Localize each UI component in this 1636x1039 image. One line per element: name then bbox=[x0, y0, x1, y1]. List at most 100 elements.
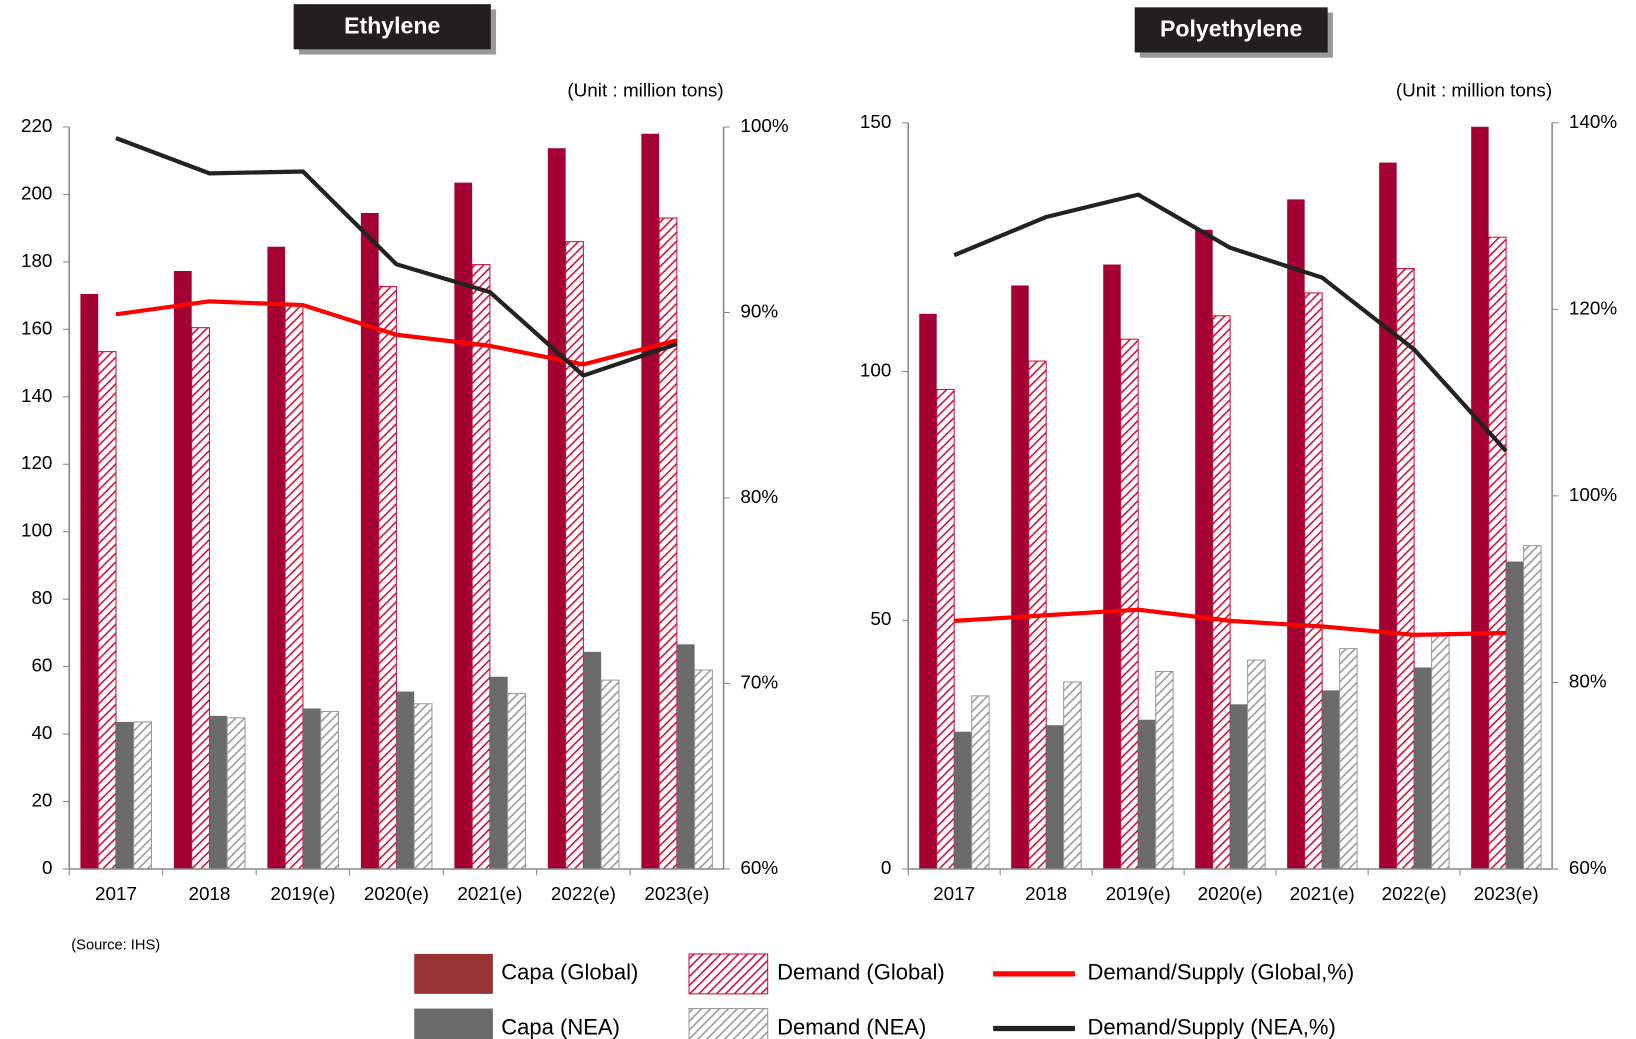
legend-label: Demand (NEA) bbox=[777, 1014, 926, 1039]
legend-label: Capa (Global) bbox=[501, 960, 638, 985]
x-tick-label: 2019(e) bbox=[270, 884, 335, 905]
bar bbox=[302, 708, 321, 869]
bar bbox=[936, 388, 955, 870]
y-tick-label: 40 bbox=[31, 723, 52, 744]
bar bbox=[320, 710, 339, 870]
y-tick-label: 100 bbox=[860, 361, 891, 382]
legend-swatch bbox=[688, 1008, 769, 1039]
y2-tick-label: 70% bbox=[740, 672, 778, 693]
bar bbox=[1195, 229, 1213, 869]
bar bbox=[173, 271, 192, 869]
title-box bbox=[293, 4, 491, 50]
bar bbox=[471, 264, 491, 870]
x-tick-label: 2019(e) bbox=[1106, 884, 1171, 905]
bar bbox=[454, 182, 473, 869]
bar bbox=[226, 717, 246, 870]
y-tick-label: 0 bbox=[881, 858, 891, 879]
bar bbox=[658, 217, 678, 870]
y-tick-label: 80 bbox=[31, 588, 52, 609]
bar bbox=[1247, 659, 1266, 870]
y2-tick-label: 60% bbox=[740, 858, 778, 879]
bar bbox=[133, 721, 153, 870]
bar bbox=[267, 246, 286, 869]
y-tick-label: 20 bbox=[31, 791, 52, 812]
y2-tick-label: 100% bbox=[1569, 485, 1617, 506]
legend-label: Capa (NEA) bbox=[501, 1014, 620, 1039]
y-tick-label: 200 bbox=[21, 183, 52, 204]
y2-tick-label: 80% bbox=[1569, 671, 1607, 692]
y2-tick-label: 140% bbox=[1569, 112, 1617, 133]
y2-tick-label: 80% bbox=[740, 487, 778, 508]
y-tick-label: 140 bbox=[21, 386, 52, 407]
bar bbox=[1304, 292, 1323, 870]
bar bbox=[1339, 648, 1358, 870]
x-tick-label: 2018 bbox=[188, 884, 230, 905]
bar bbox=[97, 351, 117, 870]
bar bbox=[600, 679, 620, 870]
y-tick-label: 220 bbox=[21, 116, 52, 137]
bar bbox=[1103, 264, 1121, 869]
bar bbox=[80, 293, 99, 869]
line bbox=[115, 136, 678, 378]
x-tick-label: 2023(e) bbox=[1474, 884, 1539, 905]
y2-tick-label: 60% bbox=[1569, 858, 1607, 879]
bar bbox=[1287, 199, 1305, 869]
y-tick-label: 100 bbox=[21, 521, 52, 542]
legend-label: Demand/Supply (Global,%) bbox=[1088, 960, 1355, 985]
bar bbox=[413, 703, 433, 870]
y-tick-label: 50 bbox=[870, 609, 891, 630]
y-tick-label: 150 bbox=[860, 112, 891, 133]
legend-swatch bbox=[414, 1008, 493, 1039]
y-tick-label: 60 bbox=[31, 656, 52, 677]
legend-label: Demand (Global) bbox=[777, 960, 945, 985]
bar bbox=[489, 676, 508, 869]
bar bbox=[209, 715, 228, 869]
bar bbox=[1523, 545, 1542, 870]
y2-tick-label: 90% bbox=[740, 301, 778, 322]
bar bbox=[641, 133, 660, 869]
line bbox=[954, 607, 1507, 637]
x-tick-label: 2020(e) bbox=[364, 884, 429, 905]
bar bbox=[1396, 268, 1415, 870]
bar bbox=[1488, 236, 1507, 870]
chart-title: Ethylene bbox=[344, 12, 440, 38]
y-tick-label: 160 bbox=[21, 318, 52, 339]
bar bbox=[954, 731, 972, 869]
bar bbox=[1046, 725, 1064, 869]
bar bbox=[1063, 681, 1082, 870]
bar bbox=[1431, 635, 1450, 870]
bar bbox=[1120, 338, 1139, 870]
unit-label: (Unit : million tons) bbox=[1396, 80, 1552, 101]
x-tick-label: 2023(e) bbox=[644, 884, 709, 905]
line bbox=[953, 192, 1508, 453]
bar bbox=[1379, 162, 1397, 869]
legend-swatch bbox=[414, 953, 493, 994]
bar bbox=[919, 313, 937, 869]
bar bbox=[507, 693, 526, 870]
y-tick-label: 180 bbox=[21, 251, 52, 272]
legend-label: Demand/Supply (NEA,%) bbox=[1088, 1014, 1336, 1039]
unit-label: (Unit : million tons) bbox=[567, 80, 723, 101]
bar bbox=[694, 669, 713, 870]
x-tick-label: 2021(e) bbox=[1290, 884, 1355, 905]
bar bbox=[378, 285, 397, 870]
bar bbox=[583, 651, 602, 869]
bar bbox=[1155, 670, 1174, 870]
bar bbox=[1322, 690, 1340, 869]
bar bbox=[1212, 315, 1231, 870]
title-box bbox=[1134, 7, 1328, 53]
bar bbox=[360, 212, 379, 869]
bar bbox=[676, 644, 695, 869]
y2-tick-label: 120% bbox=[1569, 298, 1617, 319]
x-tick-label: 2018 bbox=[1025, 884, 1067, 905]
bar bbox=[115, 721, 134, 869]
bar bbox=[1011, 285, 1029, 869]
y-tick-label: 0 bbox=[42, 858, 52, 879]
bar bbox=[396, 691, 415, 869]
source-note: (Source: IHS) bbox=[71, 937, 160, 953]
bar bbox=[1230, 704, 1248, 869]
bar bbox=[191, 327, 210, 870]
bar bbox=[1471, 126, 1489, 869]
line bbox=[115, 299, 678, 367]
